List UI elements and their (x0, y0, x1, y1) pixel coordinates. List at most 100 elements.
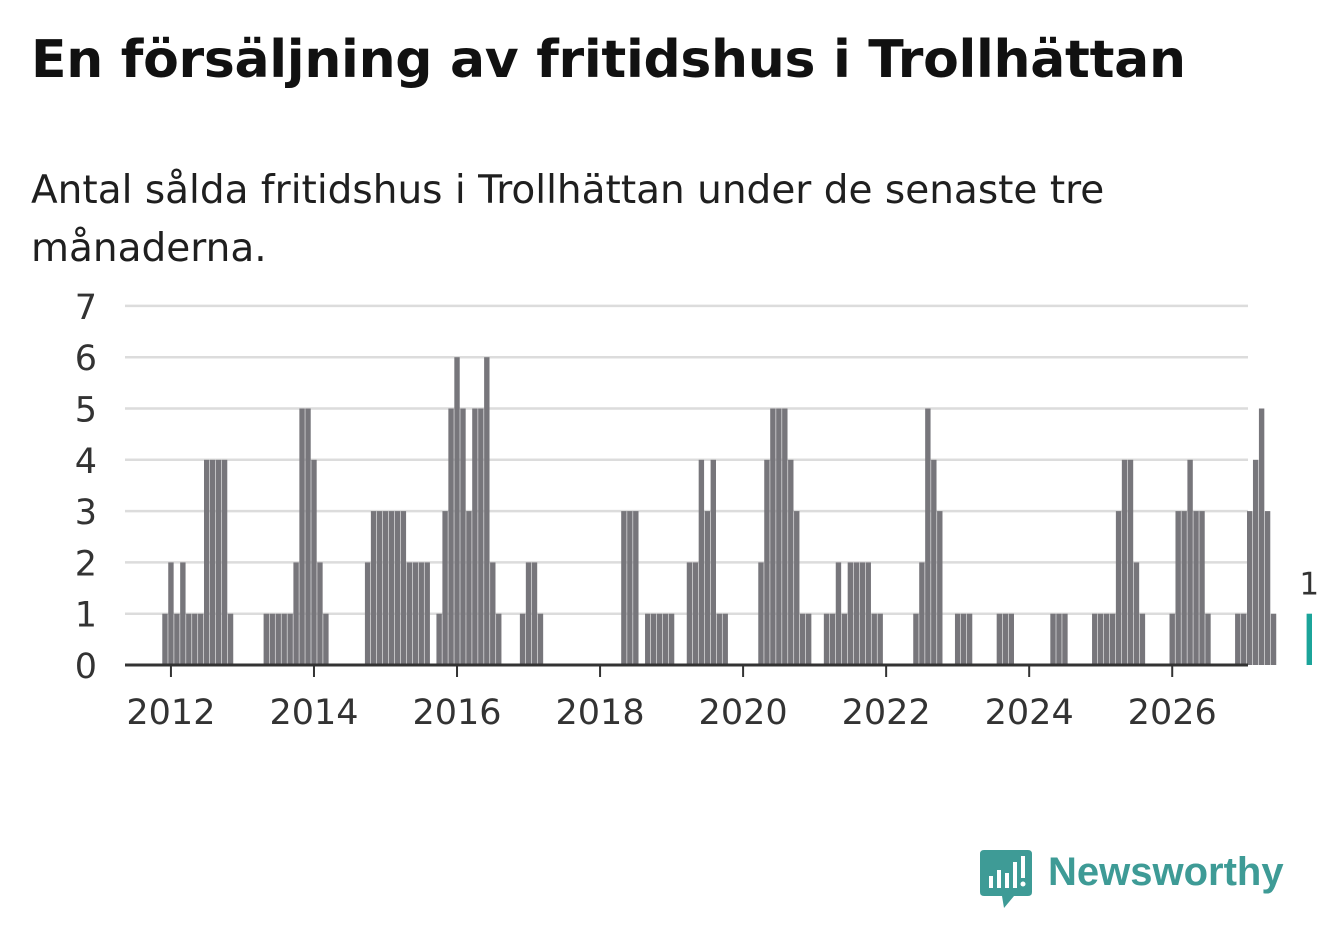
bar (364, 562, 371, 665)
bar (954, 613, 961, 665)
bar (710, 459, 716, 665)
bar (436, 613, 442, 665)
y-tick-label: 6 (75, 339, 97, 379)
bar (186, 613, 192, 665)
bar (865, 562, 871, 665)
bar (805, 613, 812, 665)
bar (299, 408, 305, 665)
bar (460, 408, 466, 665)
annotations: 1 (1299, 567, 1319, 603)
x-tick-label: 2018 (556, 693, 645, 733)
bar (454, 357, 460, 665)
bar (1008, 613, 1014, 665)
bar (913, 613, 919, 665)
bar (376, 511, 383, 665)
chart-subtitle: Antal sålda fritidshus i Trollhättan und… (31, 168, 1105, 271)
bar (448, 408, 454, 665)
chart-title: En försäljning av fritidshus i Trollhätt… (31, 30, 1186, 90)
x-axis: 2012 2014 2016 2018 2020 2022 2024 2026 (125, 663, 1248, 733)
bar (704, 511, 711, 665)
x-tick-label: 2024 (985, 693, 1074, 733)
bar (1187, 459, 1193, 665)
bar (1056, 613, 1062, 665)
bar (1175, 511, 1181, 665)
bar (621, 511, 627, 665)
newsworthy-logo: Newsworthy (980, 848, 1300, 912)
bar (1109, 613, 1116, 665)
bar (424, 562, 430, 665)
latest-value-label: 1 (1299, 567, 1319, 603)
bar-highlight (1306, 613, 1312, 665)
bar (651, 613, 657, 665)
bar (1252, 459, 1259, 665)
bar (168, 562, 174, 665)
bar (1205, 613, 1211, 665)
bar (1139, 613, 1146, 665)
bar (656, 613, 663, 665)
y-tick-label: 7 (75, 288, 97, 328)
bar (966, 613, 973, 665)
bar (877, 613, 883, 665)
y-tick-label: 1 (75, 596, 97, 636)
newsworthy-logo-icon (980, 850, 1032, 908)
y-axis-tick-labels: 0 1 2 3 4 5 6 7 (75, 288, 97, 687)
bar (406, 562, 413, 665)
bar (1199, 511, 1205, 665)
bar (1270, 613, 1277, 665)
bar (263, 613, 269, 665)
bar (323, 613, 329, 665)
bar-chart: 0 1 2 3 4 5 6 7 2012 2014 2016 2018 2020 2022 2024 202… (75, 288, 1319, 733)
bar (227, 613, 234, 665)
bar (198, 613, 204, 665)
bar (1247, 511, 1253, 665)
bar (531, 562, 538, 665)
bar (919, 562, 925, 665)
bar (1235, 613, 1241, 665)
bar (162, 613, 168, 665)
bar (269, 613, 275, 665)
bar (472, 408, 478, 665)
bar (841, 613, 848, 665)
bar (478, 408, 484, 665)
y-tick-label: 2 (75, 544, 97, 584)
bar (1193, 511, 1199, 665)
bar (525, 562, 532, 665)
bar (758, 562, 764, 665)
bar (519, 613, 526, 665)
bar (311, 459, 317, 665)
bar (782, 408, 788, 665)
bar (668, 613, 675, 665)
bar (1115, 511, 1122, 665)
x-tick-label: 2016 (412, 693, 501, 733)
brand-name: Newsworthy (1048, 850, 1284, 894)
bar (287, 613, 293, 665)
bar (847, 562, 854, 665)
bar (829, 613, 836, 665)
bar (496, 613, 502, 665)
bar (382, 511, 389, 665)
bar (174, 613, 180, 665)
x-tick-label: 2012 (126, 693, 215, 733)
bars (162, 357, 1312, 665)
bar (853, 562, 860, 665)
bar (293, 562, 299, 665)
y-tick-label: 3 (75, 493, 97, 533)
bar (1062, 613, 1068, 665)
bar (1050, 613, 1056, 665)
bar (960, 613, 967, 665)
bar (931, 459, 937, 665)
x-tick-label: 2020 (699, 693, 788, 733)
bar (1121, 459, 1128, 665)
bar (835, 562, 842, 665)
bar (221, 459, 228, 665)
bar (1241, 613, 1247, 665)
bar (770, 408, 776, 665)
bar (823, 613, 830, 665)
bar (859, 562, 865, 665)
bar (305, 408, 311, 665)
bar (370, 511, 377, 665)
bar (1181, 511, 1187, 665)
bar (1098, 613, 1104, 665)
x-tick-label: 2022 (842, 693, 931, 733)
bar (1103, 613, 1110, 665)
